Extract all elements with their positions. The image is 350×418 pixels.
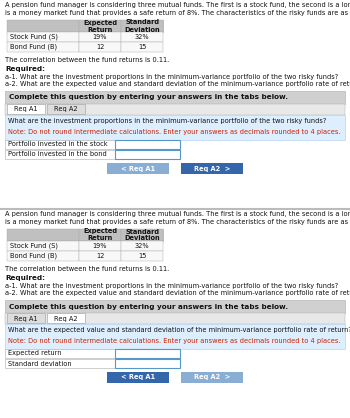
Text: A pension fund manager is considering three mutual funds. The first is a stock f: A pension fund manager is considering th… bbox=[5, 211, 350, 217]
Text: What are the expected value and standard deviation of the minimum-variance portf: What are the expected value and standard… bbox=[8, 327, 350, 333]
Text: Standard
Deviation: Standard Deviation bbox=[124, 229, 160, 242]
Text: Note: Do not round intermediate calculations. Enter your answers as decimals rou: Note: Do not round intermediate calculat… bbox=[8, 338, 341, 344]
Bar bbox=[121, 32, 163, 42]
Text: 32%: 32% bbox=[135, 34, 149, 40]
Bar bbox=[7, 241, 79, 251]
Text: Req A2: Req A2 bbox=[54, 107, 78, 112]
Bar bbox=[107, 163, 169, 174]
Text: Req A1: Req A1 bbox=[14, 316, 38, 321]
Text: Req A2: Req A2 bbox=[54, 316, 78, 321]
Text: a-1. What are the investment proportions in the minimum-variance portfolio of th: a-1. What are the investment proportions… bbox=[5, 283, 338, 289]
Text: a-2. What are the expected value and standard deviation of the minimum-variance : a-2. What are the expected value and sta… bbox=[5, 290, 350, 296]
Bar bbox=[47, 104, 85, 114]
Text: Req A1: Req A1 bbox=[14, 107, 38, 112]
Text: The correlation between the fund returns is 0.11.: The correlation between the fund returns… bbox=[5, 266, 169, 272]
Bar bbox=[5, 115, 345, 140]
Bar bbox=[5, 324, 345, 349]
Bar bbox=[79, 42, 121, 52]
Text: Complete this question by entering your answers in the tabs below.: Complete this question by entering your … bbox=[9, 94, 288, 100]
Text: 32%: 32% bbox=[135, 243, 149, 249]
Text: Portfolio invested in the stock: Portfolio invested in the stock bbox=[8, 142, 108, 148]
Text: Expected
Return: Expected Return bbox=[83, 20, 117, 33]
Text: Standard
Deviation: Standard Deviation bbox=[124, 20, 160, 33]
Text: Standard deviation: Standard deviation bbox=[8, 360, 72, 367]
Bar bbox=[5, 300, 345, 313]
Bar bbox=[5, 150, 115, 159]
Text: 15: 15 bbox=[138, 44, 146, 50]
Bar bbox=[79, 251, 121, 261]
Text: Portfolio invested in the bond: Portfolio invested in the bond bbox=[8, 151, 107, 158]
Bar bbox=[7, 229, 79, 241]
Text: Req A2  >: Req A2 > bbox=[194, 375, 230, 380]
Text: Req A2  >: Req A2 > bbox=[194, 166, 230, 171]
Text: Note: Do not round intermediate calculations. Enter your answers as decimals rou: Note: Do not round intermediate calculat… bbox=[8, 129, 341, 135]
Bar bbox=[121, 251, 163, 261]
Text: Expected return: Expected return bbox=[8, 351, 62, 357]
Text: Stock Fund (S): Stock Fund (S) bbox=[10, 34, 58, 40]
Bar bbox=[115, 359, 180, 368]
Bar bbox=[115, 140, 180, 149]
Bar bbox=[181, 372, 243, 383]
Text: a-2. What are the expected value and standard deviation of the minimum-variance : a-2. What are the expected value and sta… bbox=[5, 81, 350, 87]
Bar bbox=[7, 32, 79, 42]
Bar bbox=[79, 241, 121, 251]
Text: 19%: 19% bbox=[93, 34, 107, 40]
Bar bbox=[79, 20, 121, 32]
Text: < Req A1: < Req A1 bbox=[121, 166, 155, 171]
Text: < Req A1: < Req A1 bbox=[121, 375, 155, 380]
Bar bbox=[7, 229, 163, 241]
Bar bbox=[5, 313, 345, 324]
Bar bbox=[181, 163, 243, 174]
Bar bbox=[5, 140, 115, 149]
Text: The correlation between the fund returns is 0.11.: The correlation between the fund returns… bbox=[5, 57, 169, 63]
Text: Complete this question by entering your answers in the tabs below.: Complete this question by entering your … bbox=[9, 303, 288, 309]
Bar bbox=[79, 32, 121, 42]
Bar bbox=[7, 104, 45, 114]
Text: 12: 12 bbox=[96, 44, 104, 50]
Text: is a money market fund that provides a safe return of 8%. The characteristics of: is a money market fund that provides a s… bbox=[5, 10, 350, 16]
Bar bbox=[121, 20, 163, 32]
Bar bbox=[5, 349, 115, 358]
Text: a-1. What are the investment proportions in the minimum-variance portfolio of th: a-1. What are the investment proportions… bbox=[5, 74, 338, 80]
Bar bbox=[79, 229, 121, 241]
Bar bbox=[7, 20, 163, 32]
Bar bbox=[7, 251, 79, 261]
Text: 19%: 19% bbox=[93, 243, 107, 249]
Bar bbox=[107, 372, 169, 383]
Text: Bond Fund (B): Bond Fund (B) bbox=[10, 44, 57, 50]
Bar bbox=[5, 91, 345, 104]
Bar bbox=[5, 104, 345, 115]
Bar bbox=[115, 150, 180, 159]
Text: What are the investment proportions in the minimum-variance portfolio of the two: What are the investment proportions in t… bbox=[8, 118, 326, 124]
Text: A pension fund manager is considering three mutual funds. The first is a stock f: A pension fund manager is considering th… bbox=[5, 2, 350, 8]
Text: 15: 15 bbox=[138, 253, 146, 259]
Bar bbox=[47, 313, 85, 323]
Bar bbox=[121, 229, 163, 241]
Text: 12: 12 bbox=[96, 253, 104, 259]
Bar bbox=[121, 241, 163, 251]
Text: Expected
Return: Expected Return bbox=[83, 229, 117, 242]
Bar bbox=[7, 42, 79, 52]
Text: Stock Fund (S): Stock Fund (S) bbox=[10, 243, 58, 249]
Bar bbox=[7, 20, 79, 32]
Text: Required:: Required: bbox=[5, 66, 45, 72]
Bar bbox=[115, 349, 180, 358]
Bar bbox=[121, 42, 163, 52]
Bar bbox=[5, 359, 115, 368]
Text: Bond Fund (B): Bond Fund (B) bbox=[10, 253, 57, 259]
Bar bbox=[7, 313, 45, 323]
Text: is a money market fund that provides a safe return of 8%. The characteristics of: is a money market fund that provides a s… bbox=[5, 219, 350, 225]
Text: Required:: Required: bbox=[5, 275, 45, 281]
